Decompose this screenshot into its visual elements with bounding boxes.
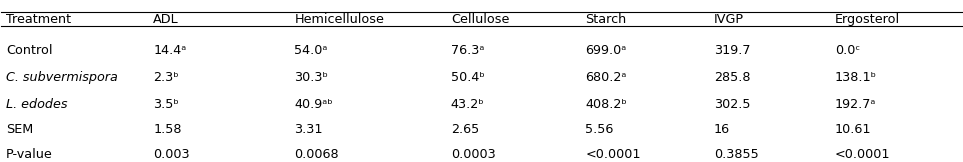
Text: 16: 16 xyxy=(714,123,730,136)
Text: 285.8: 285.8 xyxy=(714,71,750,84)
Text: 30.3ᵇ: 30.3ᵇ xyxy=(295,71,328,84)
Text: Cellulose: Cellulose xyxy=(451,13,509,26)
Text: 0.003: 0.003 xyxy=(153,148,190,161)
Text: 680.2ᵃ: 680.2ᵃ xyxy=(586,71,627,84)
Text: IVGP: IVGP xyxy=(714,13,744,26)
Text: 43.2ᵇ: 43.2ᵇ xyxy=(451,98,484,111)
Text: 40.9ᵃᵇ: 40.9ᵃᵇ xyxy=(295,98,333,111)
Text: 302.5: 302.5 xyxy=(714,98,750,111)
Text: 54.0ᵃ: 54.0ᵃ xyxy=(295,44,327,58)
Text: 0.0068: 0.0068 xyxy=(295,148,339,161)
Text: L. edodes: L. edodes xyxy=(6,98,67,111)
Text: 319.7: 319.7 xyxy=(714,44,750,58)
Text: 10.61: 10.61 xyxy=(835,123,872,136)
Text: 192.7ᵃ: 192.7ᵃ xyxy=(835,98,876,111)
Text: Control: Control xyxy=(6,44,53,58)
Text: 3.31: 3.31 xyxy=(295,123,323,136)
Text: 138.1ᵇ: 138.1ᵇ xyxy=(835,71,877,84)
Text: 0.0003: 0.0003 xyxy=(451,148,496,161)
Text: 408.2ᵇ: 408.2ᵇ xyxy=(586,98,627,111)
Text: ADL: ADL xyxy=(153,13,179,26)
Text: 2.65: 2.65 xyxy=(451,123,479,136)
Text: 50.4ᵇ: 50.4ᵇ xyxy=(451,71,484,84)
Text: 1.58: 1.58 xyxy=(153,123,182,136)
Text: <0.0001: <0.0001 xyxy=(835,148,891,161)
Text: 699.0ᵃ: 699.0ᵃ xyxy=(586,44,627,58)
Text: Hemicellulose: Hemicellulose xyxy=(295,13,384,26)
Text: <0.0001: <0.0001 xyxy=(586,148,640,161)
Text: 0.0ᶜ: 0.0ᶜ xyxy=(835,44,860,58)
Text: C. subvermispora: C. subvermispora xyxy=(6,71,118,84)
Text: P-value: P-value xyxy=(6,148,53,161)
Text: 2.3ᵇ: 2.3ᵇ xyxy=(153,71,179,84)
Text: 0.3855: 0.3855 xyxy=(714,148,759,161)
Text: Starch: Starch xyxy=(586,13,627,26)
Text: 76.3ᵃ: 76.3ᵃ xyxy=(451,44,484,58)
Text: 14.4ᵃ: 14.4ᵃ xyxy=(153,44,187,58)
Text: Treatment: Treatment xyxy=(6,13,71,26)
Text: SEM: SEM xyxy=(6,123,34,136)
Text: 3.5ᵇ: 3.5ᵇ xyxy=(153,98,179,111)
Text: Ergosterol: Ergosterol xyxy=(835,13,900,26)
Text: 5.56: 5.56 xyxy=(586,123,613,136)
